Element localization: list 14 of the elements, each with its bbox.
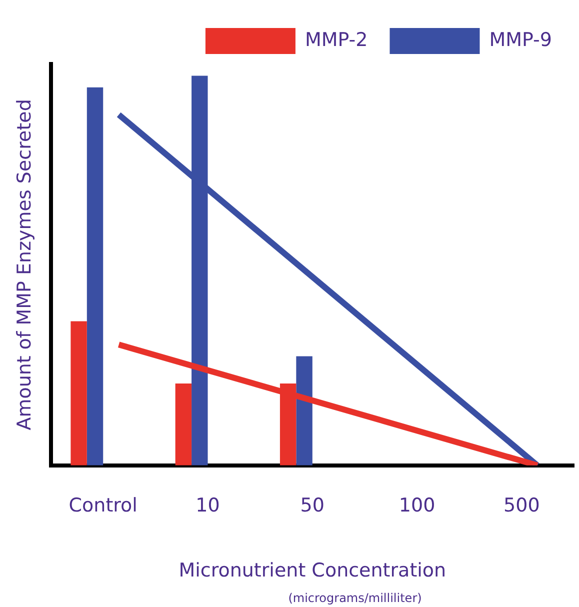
bar (175, 384, 192, 466)
x-tick-label: 10 (196, 494, 220, 517)
legend-label: MMP-2 (304, 28, 368, 51)
y-axis-title: Amount of MMP Enzymes Secreted (13, 99, 36, 430)
legend-label: MMP-9 (489, 28, 552, 51)
x-tick-label: Control (68, 494, 138, 517)
x-axis-title: Micronutrient Concentration (178, 560, 446, 582)
text: (micrograms/milliliter) (288, 591, 422, 606)
bar (70, 321, 87, 466)
bar (296, 356, 312, 466)
x-tick-label: 100 (398, 494, 436, 517)
bar (86, 87, 104, 466)
x-tick-label: 50 (300, 494, 324, 517)
x-tick-label: 500 (504, 494, 540, 517)
